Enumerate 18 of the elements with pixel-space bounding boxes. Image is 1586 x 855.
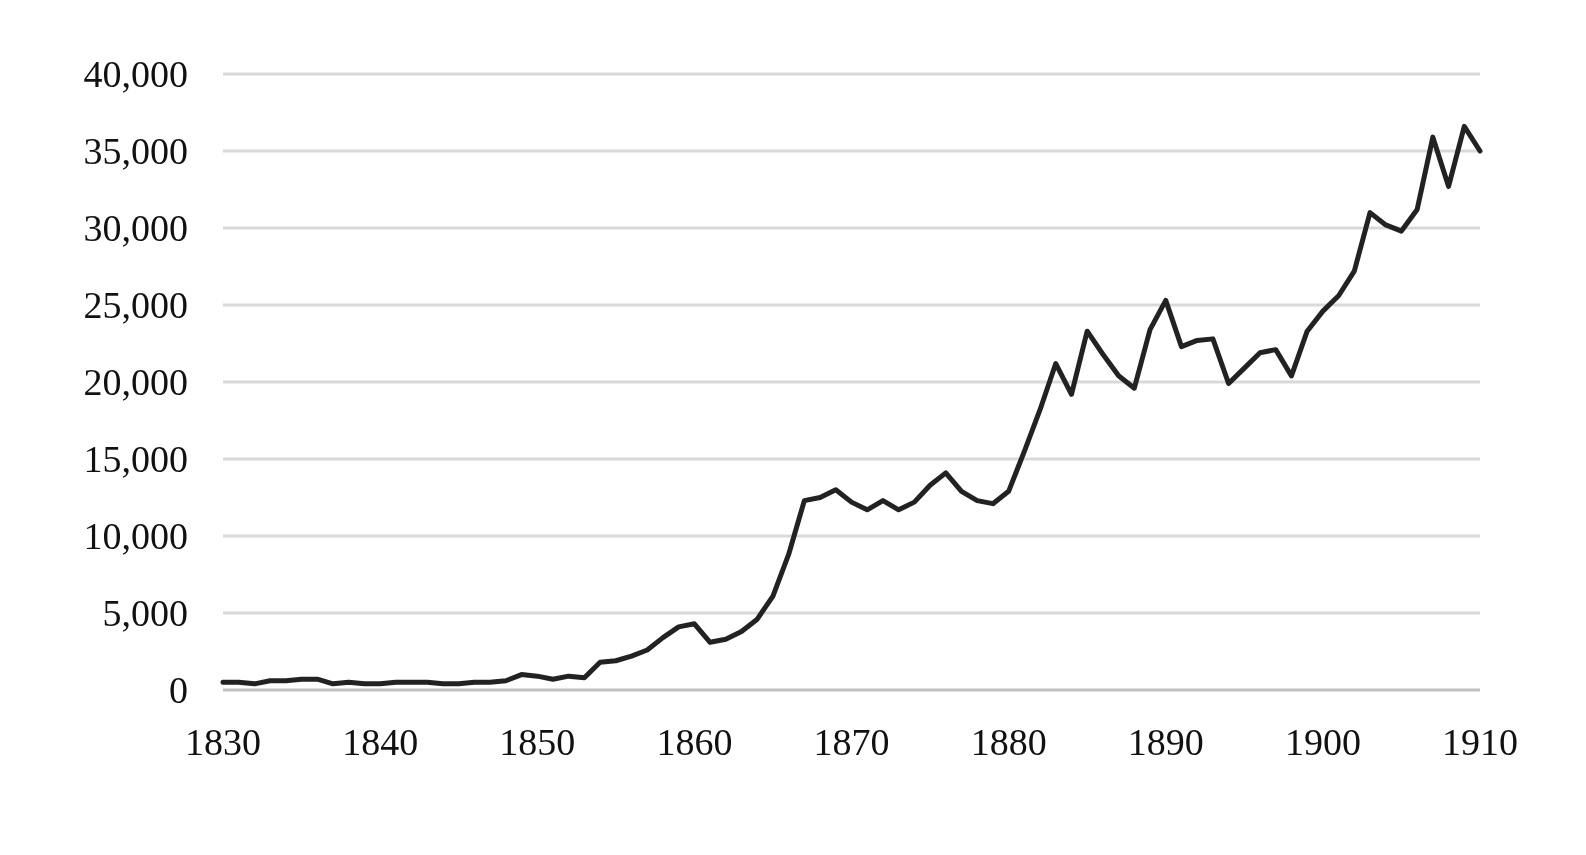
y-tick-label: 40,000	[83, 53, 188, 96]
y-tick-label: 20,000	[83, 361, 188, 404]
x-tick-label: 1880	[970, 721, 1047, 763]
y-tick-label: 35,000	[83, 130, 188, 173]
x-tick-label: 1910	[1442, 721, 1518, 763]
x-tick-label: 1900	[1284, 721, 1361, 763]
y-tick-label: 25,000	[83, 284, 188, 327]
x-tick-label: 1890	[1127, 721, 1204, 763]
x-tick-label: 1850	[499, 721, 576, 763]
x-tick-label: 1870	[813, 721, 890, 763]
x-tick-label: 1860	[656, 721, 733, 763]
x-tick-label: 1840	[342, 721, 419, 763]
y-tick-label: 10,000	[83, 515, 188, 558]
y-tick-label: 5,000	[102, 592, 188, 635]
y-tick-label: 15,000	[83, 438, 188, 481]
y-tick-label: 0	[169, 669, 188, 712]
y-tick-label: 30,000	[83, 207, 188, 250]
x-tick-label: 1830	[185, 721, 261, 763]
